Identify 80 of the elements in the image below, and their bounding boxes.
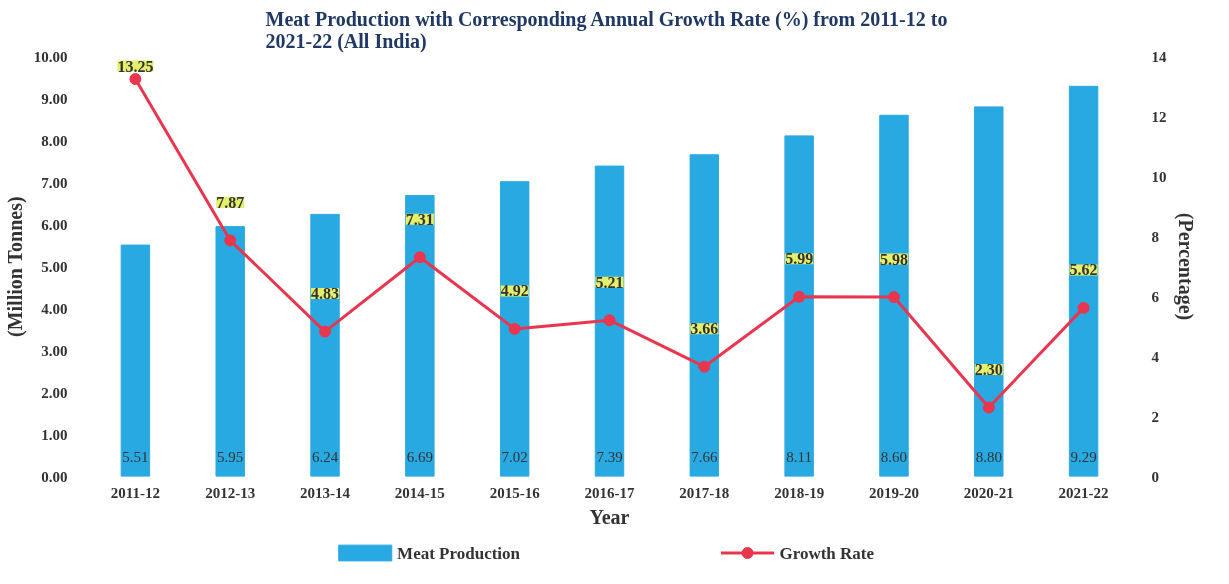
data-label: 8.60 [880, 448, 908, 465]
point [793, 290, 806, 303]
data-label: 7.66 [691, 448, 718, 465]
point [319, 325, 332, 338]
y2-tick-label: 14 [1151, 48, 1167, 65]
data-label: 5.99 [785, 250, 814, 268]
x-tick-label: 2020-21 [963, 484, 1014, 501]
y-tick-label: 6.00 [41, 216, 68, 233]
data-label: 4.92 [500, 282, 529, 300]
legend-label: Growth Rate [779, 543, 875, 563]
data-label: 7.31 [405, 210, 434, 228]
data-label: 5.95 [217, 448, 244, 465]
x-tick-label: 2013-14 [300, 484, 351, 501]
data-label: 7.02 [501, 448, 528, 465]
bar [499, 181, 530, 477]
point [982, 401, 995, 414]
y-tick-label: 3.00 [41, 342, 68, 359]
data-label: 4.83 [311, 285, 340, 303]
data-label: 5.21 [595, 273, 624, 291]
legend-label: Meat Production [397, 543, 521, 563]
point [887, 291, 900, 304]
point [224, 234, 237, 247]
point [603, 314, 616, 327]
x-tick-label: 2019-20 [868, 484, 919, 501]
data-label: 3.66 [690, 320, 719, 338]
y-axis-title: (Million Tonnes) [3, 196, 27, 337]
y2-tick-label: 10 [1151, 168, 1167, 185]
point [508, 322, 521, 335]
data-label: 6.24 [311, 448, 339, 465]
bar [310, 213, 340, 477]
bar [405, 195, 435, 477]
data-label: 8.11 [786, 448, 812, 465]
y-tick-label: 10.00 [33, 48, 68, 65]
point [129, 73, 142, 85]
bar [879, 114, 909, 477]
y2-tick-label: 6 [1151, 288, 1160, 305]
data-label: 7.87 [216, 193, 245, 211]
y2-axis-title: (Percentage) [1173, 212, 1197, 321]
y-tick-label: 4.00 [41, 300, 68, 317]
x-tick-label: 2016-17 [584, 484, 635, 501]
y2-tick-label: 12 [1151, 108, 1167, 125]
bar [215, 226, 245, 477]
x-tick-label: 2017-18 [679, 484, 730, 501]
y-tick-label: 8.00 [41, 132, 68, 149]
x-tick-label: 2012-13 [205, 484, 256, 501]
data-label: 2.30 [974, 361, 1003, 378]
data-label: 13.25 [117, 57, 154, 75]
y-tick-label: 5.00 [41, 258, 68, 275]
point [698, 360, 711, 373]
bar [974, 106, 1004, 477]
data-label: 8.80 [975, 448, 1002, 465]
data-label: 5.51 [122, 448, 149, 465]
y-tick-label: 2.00 [41, 384, 68, 401]
y2-tick-label: 2 [1151, 408, 1159, 425]
y-tick-label: 1.00 [41, 426, 68, 443]
bar [784, 135, 814, 477]
y2-tick-label: 4 [1151, 348, 1160, 365]
data-label: 9.29 [1070, 448, 1097, 465]
bar [1068, 85, 1099, 477]
data-label: 6.69 [406, 448, 433, 465]
x-tick-label: 2011-12 [110, 484, 160, 501]
y2-tick-label: 8 [1151, 228, 1159, 245]
y2-tick-label: 0 [1151, 468, 1159, 485]
point [413, 251, 426, 264]
x-axis-title: Year [589, 505, 630, 528]
bar [689, 154, 720, 477]
y-tick-label: 7.00 [41, 174, 68, 191]
chart-title: Meat Production with Corresponding Annual Growth Rate (%) from 2011-12 to 2021-22 (All India) [265, 7, 948, 53]
y-tick-label: 9.00 [41, 90, 68, 107]
x-tick-label: 2014-15 [394, 484, 445, 501]
bar [594, 165, 625, 477]
bar [120, 244, 151, 477]
data-label: 7.39 [596, 448, 623, 465]
data-label: 5.98 [879, 250, 908, 268]
x-tick-label: 2021-22 [1058, 484, 1109, 501]
x-tick-label: 2015-16 [489, 484, 541, 501]
y-tick-label: 0.00 [41, 468, 68, 485]
point [1077, 301, 1090, 314]
x-tick-label: 2018-19 [774, 484, 825, 501]
data-label: 5.62 [1069, 261, 1098, 279]
